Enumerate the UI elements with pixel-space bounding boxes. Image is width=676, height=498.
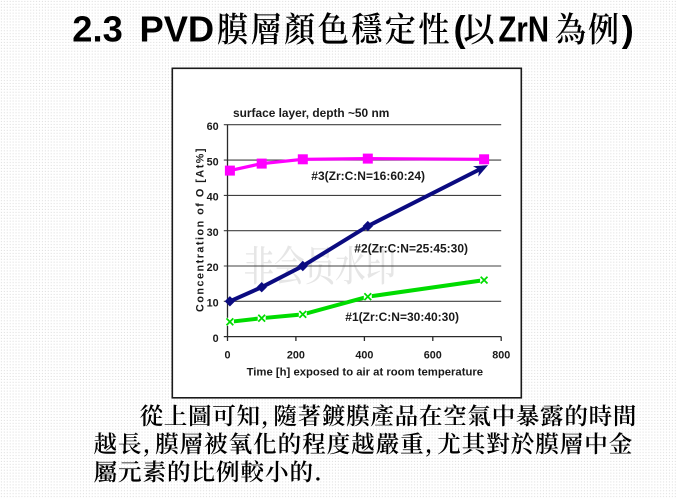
- svg-text:30: 30: [207, 227, 219, 239]
- svg-text:20: 20: [207, 262, 219, 274]
- svg-text:60: 60: [207, 121, 219, 133]
- svg-text:Time [h] exposed to air at roo: Time [h] exposed to air at room temperat…: [247, 366, 483, 378]
- svg-text:2.3: 2.3: [72, 9, 122, 50]
- svg-text:0: 0: [224, 349, 230, 361]
- svg-text:800: 800: [492, 349, 510, 361]
- svg-text:10: 10: [207, 297, 219, 309]
- svg-text:400: 400: [355, 349, 373, 361]
- svg-text:600: 600: [424, 349, 442, 361]
- svg-text:200: 200: [287, 349, 305, 361]
- svg-text:#3(Zr:C:N=16:60:24): #3(Zr:C:N=16:60:24): [311, 169, 425, 183]
- svg-text:ZrN: ZrN: [499, 9, 550, 50]
- svg-text:50: 50: [207, 156, 219, 168]
- svg-text:(: (: [454, 9, 467, 50]
- svg-text:#1(Zr:C:N=30:40:30): #1(Zr:C:N=30:40:30): [345, 310, 459, 324]
- svg-text:0: 0: [213, 333, 219, 345]
- svg-text:40: 40: [207, 192, 219, 204]
- svg-text:Concentration of O [At%]: Concentration of O [At%]: [195, 147, 207, 312]
- svg-text:#2(Zr:C:N=25:45:30): #2(Zr:C:N=25:45:30): [354, 241, 468, 255]
- svg-text:PVD: PVD: [140, 9, 215, 50]
- svg-text:surface layer, depth ~50 nm: surface layer, depth ~50 nm: [233, 106, 389, 120]
- svg-text:): ): [622, 9, 634, 50]
